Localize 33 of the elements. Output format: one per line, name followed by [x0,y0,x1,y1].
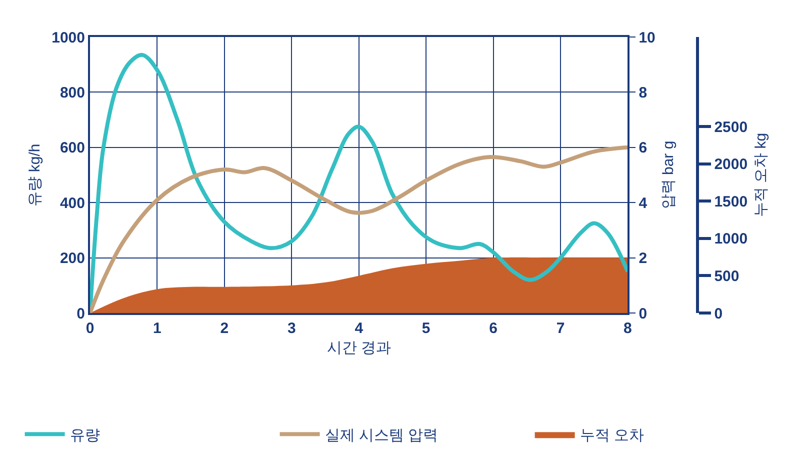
y3-tick-label: 2500 [714,118,748,136]
y2-axis-title: 압력 bar g [660,140,677,210]
y3-tick-label: 2000 [714,156,748,174]
legend-label: 누적 오차 [580,426,644,444]
y-tick-label: 0 [76,305,85,322]
x-tick-label: 1 [153,320,162,337]
y3-axis-title: 누적 오차 kg [752,132,770,218]
y-tick-label: 1000 [52,29,85,46]
y3-tick-label: 0 [714,305,723,322]
y-tick-label: 400 [60,194,85,212]
x-tick-label: 5 [422,320,430,337]
x-tick-label: 3 [287,320,296,337]
y3-tick-label: 1500 [714,193,748,210]
y2-tick-label: 10 [638,29,656,46]
legend-label: 유량 [70,426,100,444]
x-tick-label: 7 [556,320,565,337]
y2-tick-label: 8 [638,84,648,102]
y2-tick-label: 6 [638,140,648,157]
x-tick-label: 4 [354,320,364,337]
x-tick-label: 8 [624,320,632,337]
y-tick-label: 600 [60,140,85,157]
y3-tick-label: 500 [714,268,740,285]
y2-tick-label: 2 [638,250,648,268]
x-tick-label: 6 [489,320,498,337]
y-tick-label: 800 [60,84,85,102]
x-axis-title: 시간 경과 [326,340,391,356]
y2-tick-label: 4 [638,194,648,212]
y2-tick-label: 0 [638,305,648,322]
x-tick-label: 2 [220,320,229,337]
legend-label: 실제 시스템 압력 [324,426,438,444]
y3-tick-label: 1000 [714,230,748,248]
y-tick-label: 200 [60,250,85,268]
y-axis-title: 유량 kg/h [26,144,44,206]
